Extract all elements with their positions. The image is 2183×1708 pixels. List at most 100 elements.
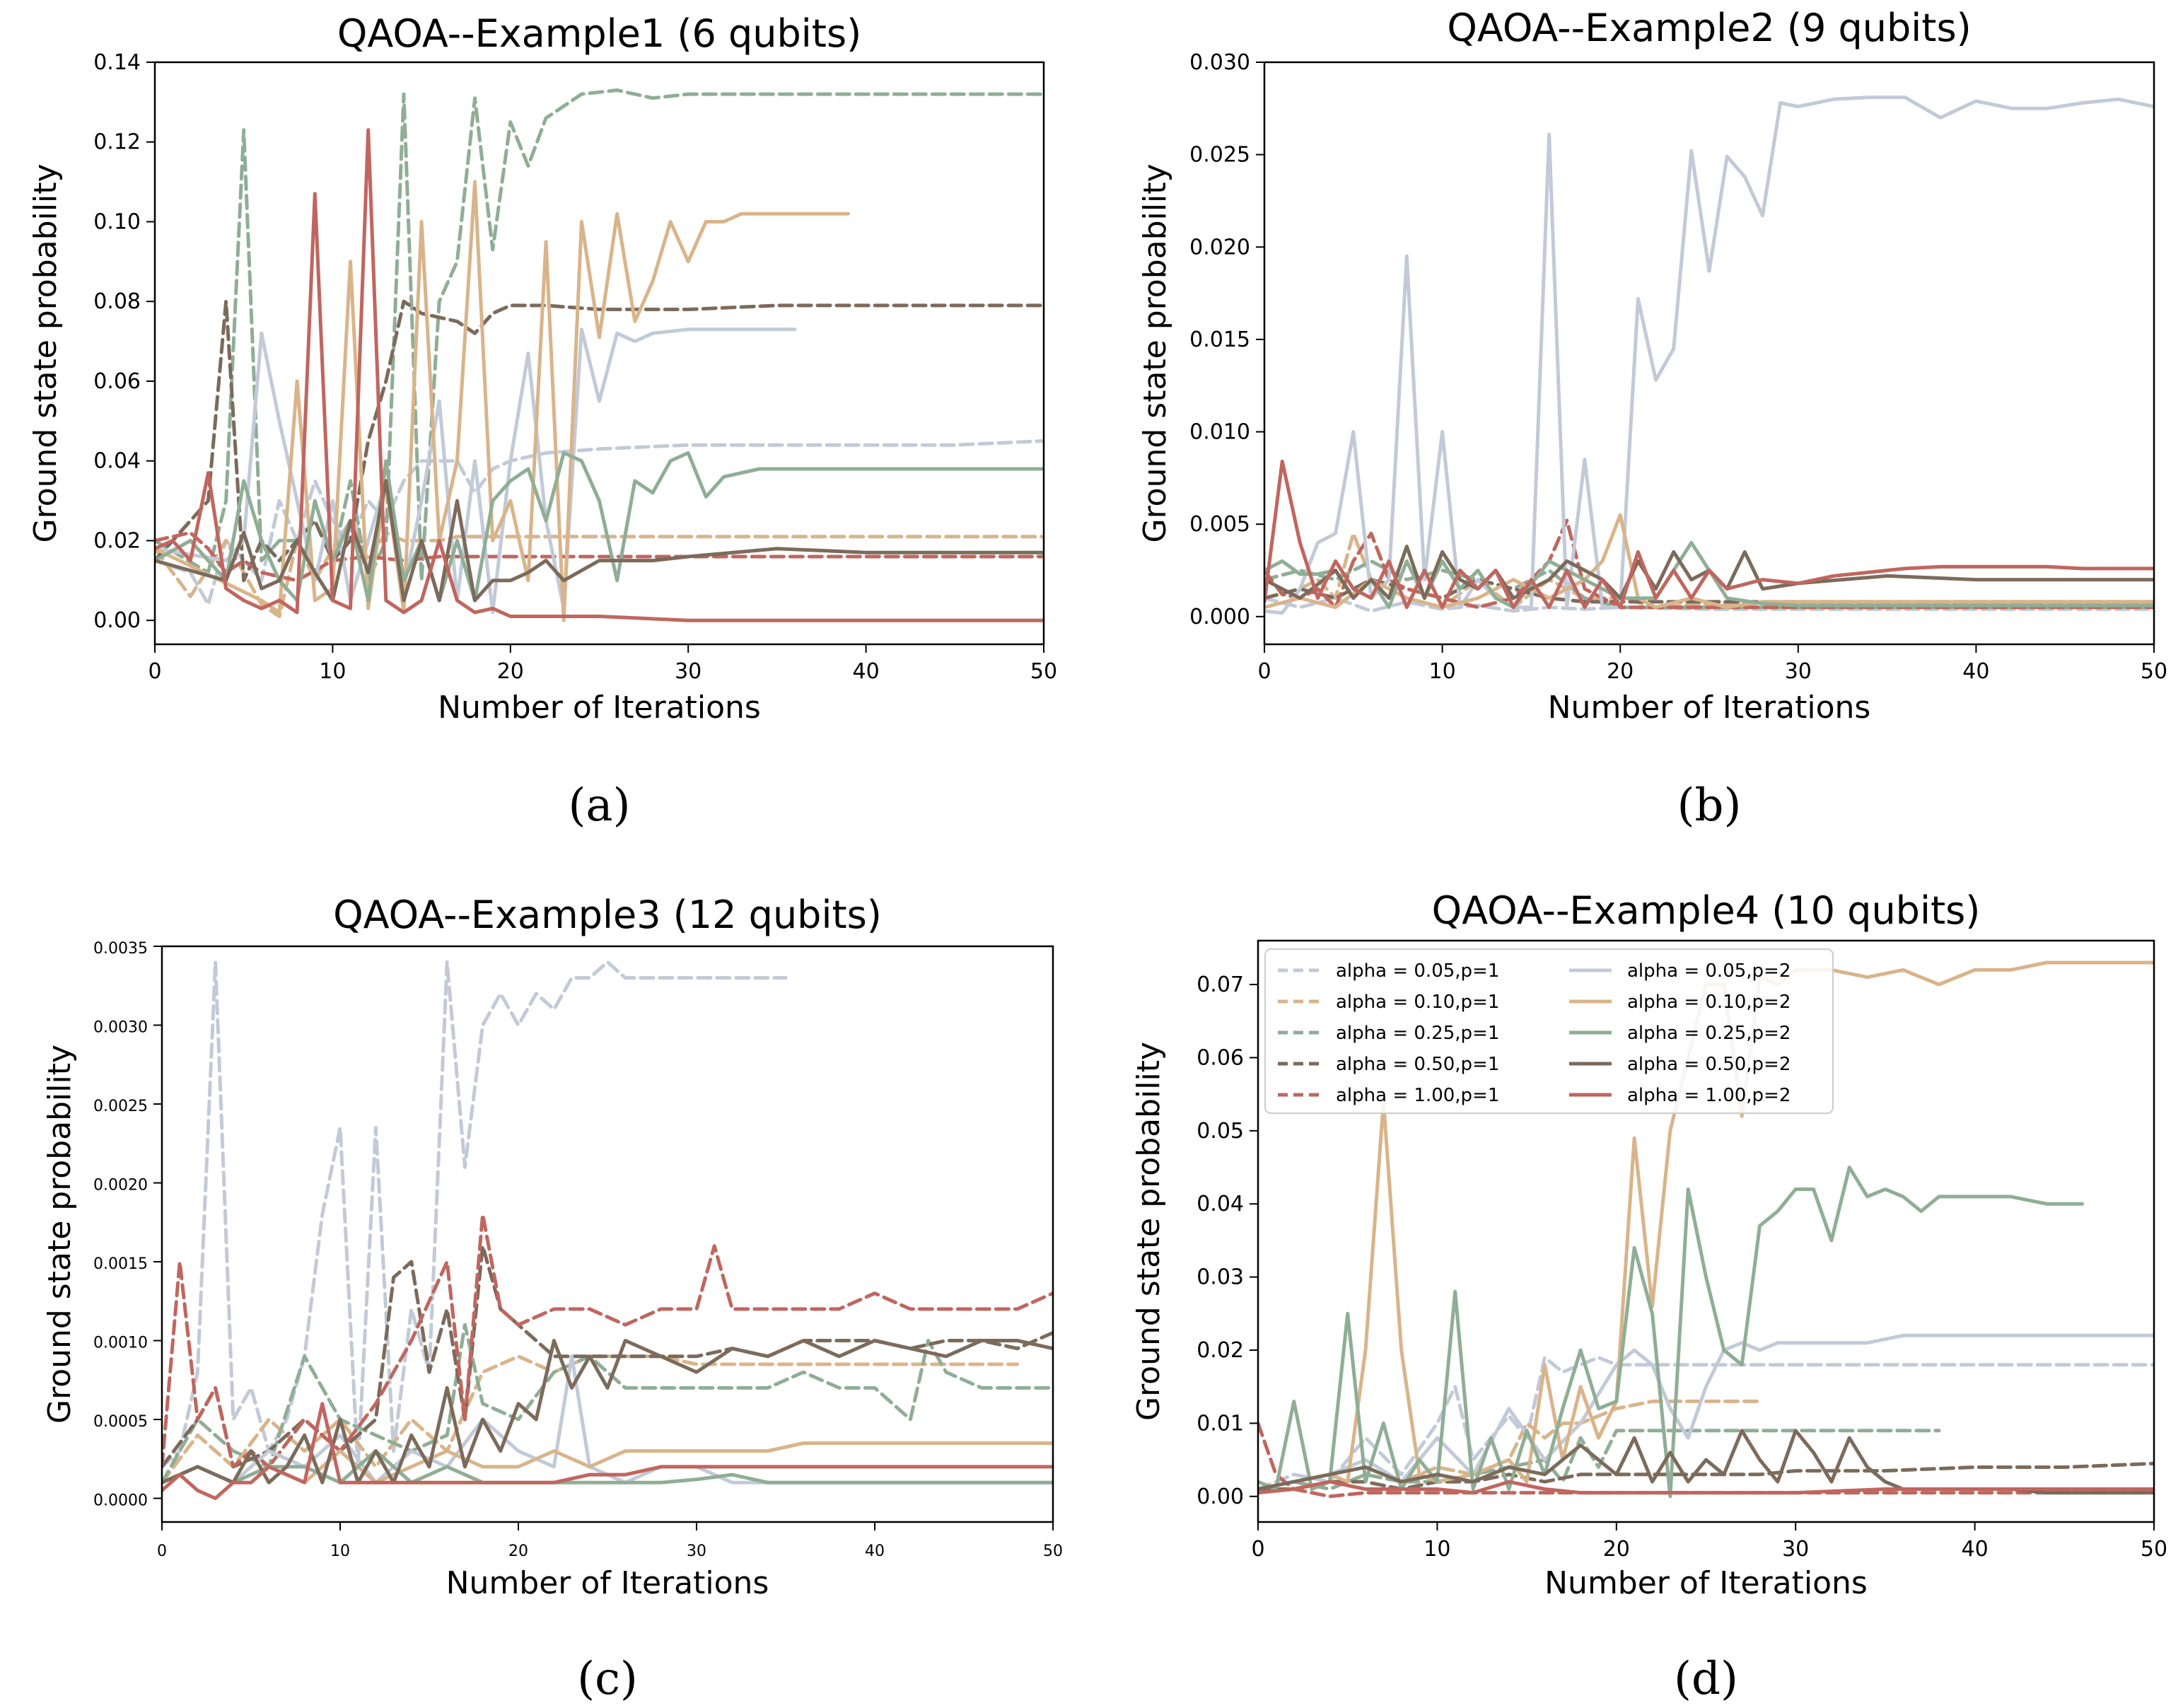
x-tick-label: 10 [330,1543,350,1560]
x-tick-label: 30 [1785,659,1812,684]
subplot-b: QAOA--Example2 (9 qubits) 0 10 20 30 40 50 0.00… [1137,6,2167,832]
series-line: alpha = 1.00,p=2 [1264,459,2154,610]
chart-title: QAOA--Example1 (6 qubits) [337,11,861,56]
panel-label: (c) [577,1653,638,1705]
y-tick-label: 0.010 [1189,420,1250,445]
x-tick-label: 10 [1424,1537,1450,1562]
x-tick-label: 30 [1782,1537,1809,1562]
series-line: alpha = 0.10,p=1 [155,518,1044,618]
series-line: alpha = 1.00,p=2 [155,128,1044,622]
x-tick-label: 0 [1257,659,1271,684]
series-line: alpha = 1.00,p=2 [1258,1480,2154,1495]
x-axis-label: Number of Iterations [438,690,761,726]
x-tick-label: 30 [675,659,702,684]
x-tick-label: 10 [319,659,346,684]
legend-label: alpha = 1.00,p=2 [1627,1085,1791,1106]
y-tick-label: 0.05 [1197,1119,1244,1144]
y-axis-label: Ground state probability [42,1045,78,1424]
series-line: alpha = 0.50,p=1 [155,299,1044,583]
series-line: alpha = 1.00,p=1 [155,530,1044,583]
series-line: alpha = 0.50,p=2 [1264,545,2154,600]
legend-label: alpha = 0.10,p=1 [1336,992,1499,1013]
y-tick-label: 0.02 [1197,1338,1244,1363]
axes-frame [1257,939,2155,1523]
series-line: alpha = 1.00,p=1 [162,1212,1053,1469]
x-tick-label: 20 [508,1543,528,1560]
series-line: alpha = 0.05,p=2 [1258,1333,2154,1491]
y-tick-label: 0.00 [93,608,141,633]
y-tick-label: 0.0030 [93,1019,148,1037]
chart-title: QAOA--Example3 (12 qubits) [333,893,882,937]
y-tick-label: 0.06 [1197,1045,1244,1070]
x-axis-label: Number of Iterations [1544,1565,1868,1601]
series-line: alpha = 0.05,p=1 [1258,1355,2154,1491]
series-line: alpha = 0.25,p=1 [155,88,1044,583]
axes-frame [161,945,1054,1523]
y-tick-label: 0.00 [1197,1485,1244,1509]
panel-label: (d) [1674,1653,1738,1705]
x-tick-label: 50 [1030,659,1057,684]
subplot-d: QAOA--Example4 (10 qubits) 0 10 20 30 40 50 0.0… [1131,888,2167,1705]
y-tick-label: 0.08 [93,289,141,314]
x-tick-label: 40 [853,659,880,684]
y-axis-label: Ground state probability [28,163,64,542]
series-line: alpha = 0.10,p=2 [1264,513,2154,610]
y-tick-label: 0.04 [93,449,141,474]
series-line: alpha = 0.50,p=2 [155,479,1044,603]
x-axis-label: Number of Iterations [1548,690,1871,726]
series-line: alpha = 0.50,p=1 [162,1244,1053,1469]
chart-title: QAOA--Example2 (9 qubits) [1447,6,1971,50]
y-tick-label: 0.03 [1197,1265,1244,1290]
x-tick-label: 0 [1251,1537,1264,1562]
legend-label: alpha = 0.05,p=2 [1627,960,1791,982]
x-tick-label: 0 [157,1543,167,1560]
chart-title: QAOA--Example4 (10 qubits) [1432,888,1981,933]
series-line: alpha = 1.00,p=2 [162,1402,1053,1500]
x-tick-label: 50 [2141,1537,2167,1562]
x-tick-label: 40 [865,1543,885,1560]
x-tick-label: 40 [1962,1537,1989,1562]
y-axis-label: Ground state probability [1137,163,1173,542]
x-tick-label: 20 [497,659,524,684]
x-tick-label: 30 [687,1543,706,1560]
legend-label: alpha = 0.25,p=1 [1336,1023,1499,1044]
y-tick-label: 0.14 [93,50,141,75]
panel-label: (b) [1677,779,1742,832]
series-line: alpha = 0.10,p=2 [155,180,850,622]
series-line: alpha = 0.05,p=1 [162,960,788,1469]
x-tick-label: 40 [1962,659,1989,684]
x-axis-label: Number of Iterations [446,1565,769,1601]
legend-label: alpha = 1.00,p=1 [1336,1085,1499,1106]
legend-label: alpha = 0.05,p=1 [1336,960,1499,982]
series-line: alpha = 0.05,p=2 [1264,95,2154,615]
x-tick-label: 20 [1607,659,1634,684]
y-tick-label: 0.015 [1189,327,1250,352]
y-tick-label: 0.07 [1197,972,1244,997]
y-tick-label: 0.0000 [93,1492,148,1510]
x-tick-label: 10 [1429,659,1456,684]
y-tick-label: 0.000 [1189,605,1250,629]
y-tick-label: 0.020 [1189,235,1250,260]
legend: alpha = 0.05,p=1 alpha = 0.10,p=1 alpha = … [1264,948,1834,1114]
panel-label: (a) [568,779,630,832]
y-tick-label: 0.030 [1189,50,1250,75]
x-tick-label: 20 [1603,1537,1630,1562]
y-tick-label: 0.06 [93,369,141,394]
x-tick-label: 0 [148,659,161,684]
y-tick-label: 0.0025 [93,1098,148,1115]
y-tick-label: 0.0010 [93,1335,148,1352]
legend-label: alpha = 0.25,p=2 [1627,1023,1791,1044]
series-line: alpha = 0.10,p=2 [162,1441,1053,1485]
y-tick-label: 0.0020 [93,1177,148,1195]
y-tick-label: 0.025 [1189,143,1250,168]
series-line: alpha = 0.05,p=2 [155,327,797,615]
y-tick-label: 0.0035 [93,940,148,958]
series-line: alpha = 0.10,p=2 [1258,960,2154,1491]
y-tick-label: 0.04 [1197,1192,1244,1216]
axes-frame [1263,61,2155,646]
